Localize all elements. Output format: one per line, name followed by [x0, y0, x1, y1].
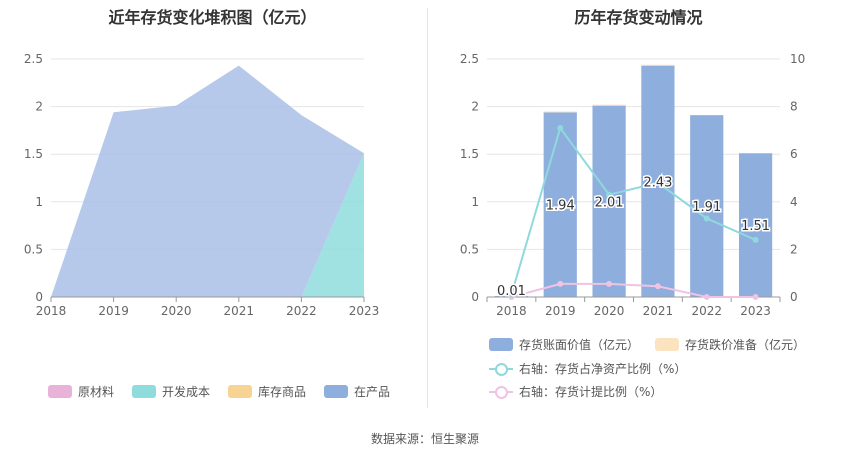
bar-value-label: 2.01 — [595, 195, 624, 210]
line-net-asset-ratio — [510, 125, 756, 295]
bar-value-label: 2.43 — [643, 175, 672, 190]
legend-marker-net-asset-ratio — [489, 362, 513, 376]
legend-swatch-work-in-progress — [324, 385, 349, 398]
left-x-tick-label: 2022 — [286, 304, 317, 318]
panel-divider — [427, 8, 428, 408]
bar-value-label: 1.94 — [546, 199, 575, 214]
right-y2-tick-label: 6 — [790, 147, 798, 161]
legend-swatch-raw-materials — [48, 385, 72, 398]
left-y-tick-label: 2 — [35, 100, 43, 114]
area-series-1 — [51, 153, 364, 297]
point-net-asset-ratio — [703, 215, 710, 222]
bar-book-value — [738, 153, 773, 297]
left-y-tick-label: 1 — [35, 195, 43, 209]
right-y-tick-label: 0 — [471, 290, 479, 304]
bar-impairment — [592, 104, 626, 106]
left-y-tick-label: 2.5 — [24, 52, 43, 66]
right-legend-row-1: 存货账面价值（亿元） 存货跌价准备（亿元） — [489, 336, 805, 353]
legend-label-provision-ratio[interactable]: 右轴：存货计提比例（%） — [519, 385, 663, 399]
right-y2-tick-label: 10 — [790, 52, 805, 66]
legend-label-book-value[interactable]: 存货账面价值（亿元） — [519, 338, 640, 352]
left-x-tick-label: 2021 — [224, 304, 255, 318]
left-x-tick-label: 2020 — [161, 304, 192, 318]
left-chart-title: 近年存货变化堆积图（亿元） — [108, 8, 317, 27]
right-x-tick-label: 2019 — [545, 304, 576, 318]
right-legend-row-3: 右轴：存货计提比例（%） — [489, 383, 662, 400]
left-y-tick-label: 0.5 — [24, 242, 43, 256]
point-provision-ratio — [557, 280, 564, 287]
legend-swatch-development-cost — [132, 385, 157, 398]
legend-swatch-impairment — [655, 338, 680, 351]
left-x-tick-label: 2019 — [98, 304, 129, 318]
right-y-tick-label: 1 — [471, 195, 479, 209]
data-source: 数据来源：恒生聚源 — [370, 432, 479, 446]
right-y2-tick-label: 4 — [790, 195, 798, 209]
right-y2-tick-label: 2 — [790, 242, 798, 256]
bar-value-label: 1.51 — [741, 219, 770, 234]
right-x-tick-label: 2018 — [496, 304, 527, 318]
right-y2-tick-label: 8 — [790, 100, 798, 114]
bar-value-label: 1.91 — [692, 200, 721, 215]
right-y-tick-label: 0.5 — [460, 242, 479, 256]
point-provision-ratio — [606, 280, 613, 287]
legend-label-finished-goods[interactable]: 库存商品 — [258, 385, 307, 399]
legend-label-raw-materials[interactable]: 原材料 — [78, 385, 115, 399]
point-net-asset-ratio — [654, 179, 661, 186]
area-series-3 — [51, 65, 364, 297]
legend-swatch-book-value — [489, 338, 513, 351]
legend-marker-provision-ratio — [489, 385, 513, 399]
point-net-asset-ratio — [557, 125, 564, 132]
point-provision-ratio — [703, 294, 710, 300]
bar-value-label: 0.01 — [497, 284, 526, 299]
bar-impairment — [641, 64, 675, 66]
left-x-tick-label: 2023 — [349, 304, 380, 318]
right-x-tick-label: 2020 — [594, 304, 625, 318]
bar-impairment — [543, 111, 577, 113]
left-x-tick-label: 2018 — [36, 304, 67, 318]
left-y-tick-label: 0 — [35, 290, 43, 304]
right-x-tick-label: 2023 — [740, 304, 771, 318]
point-provision-ratio — [654, 283, 661, 290]
right-chart-title: 历年存货变动情况 — [574, 8, 703, 27]
left-legend: 原材料 开发成本 库存商品 在产品 — [48, 383, 390, 400]
right-y-tick-label: 1.5 — [460, 147, 479, 161]
right-y-tick-label: 2.5 — [460, 52, 479, 66]
right-x-tick-label: 2021 — [643, 304, 674, 318]
point-net-asset-ratio — [752, 236, 759, 243]
right-legend-row-2: 右轴：存货占净资产比例（%） — [489, 360, 686, 377]
point-net-asset-ratio — [606, 191, 613, 198]
legend-label-net-asset-ratio[interactable]: 右轴：存货占净资产比例（%） — [519, 362, 687, 376]
line-provision-ratio — [511, 282, 756, 298]
right-y2-tick-label: 0 — [790, 290, 798, 304]
legend-label-work-in-progress[interactable]: 在产品 — [354, 385, 391, 399]
legend-label-impairment[interactable]: 存货跌价准备（亿元） — [685, 338, 806, 352]
bar-book-value — [690, 115, 724, 297]
right-y-tick-label: 2 — [471, 100, 479, 114]
point-net-asset-ratio — [508, 291, 515, 298]
left-y-tick-label: 1.5 — [24, 147, 43, 161]
point-provision-ratio — [752, 294, 759, 300]
legend-swatch-finished-goods — [228, 385, 253, 398]
right-x-tick-label: 2022 — [691, 304, 722, 318]
bar-book-value — [592, 105, 626, 297]
legend-label-development-cost[interactable]: 开发成本 — [162, 385, 211, 399]
